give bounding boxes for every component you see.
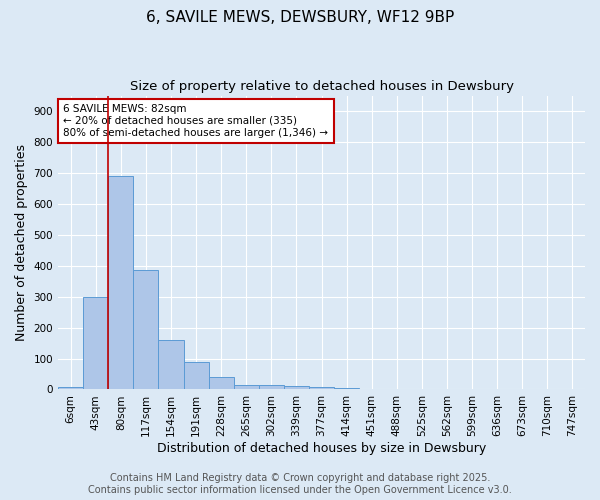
Bar [184, 362, 209, 390]
Bar [233, 385, 259, 390]
Bar [58, 387, 83, 390]
Title: Size of property relative to detached houses in Dewsbury: Size of property relative to detached ho… [130, 80, 514, 93]
Bar [83, 296, 108, 390]
Text: 6, SAVILE MEWS, DEWSBURY, WF12 9BP: 6, SAVILE MEWS, DEWSBURY, WF12 9BP [146, 10, 454, 25]
Bar [309, 387, 334, 390]
Bar [259, 385, 284, 390]
Text: 6 SAVILE MEWS: 82sqm
← 20% of detached houses are smaller (335)
80% of semi-deta: 6 SAVILE MEWS: 82sqm ← 20% of detached h… [64, 104, 328, 138]
Bar [158, 340, 184, 390]
Bar [284, 386, 309, 390]
Bar [108, 176, 133, 390]
Text: Contains HM Land Registry data © Crown copyright and database right 2025.
Contai: Contains HM Land Registry data © Crown c… [88, 474, 512, 495]
Bar [334, 388, 359, 390]
Y-axis label: Number of detached properties: Number of detached properties [15, 144, 28, 341]
Bar [209, 377, 233, 390]
Bar [133, 270, 158, 390]
X-axis label: Distribution of detached houses by size in Dewsbury: Distribution of detached houses by size … [157, 442, 486, 455]
